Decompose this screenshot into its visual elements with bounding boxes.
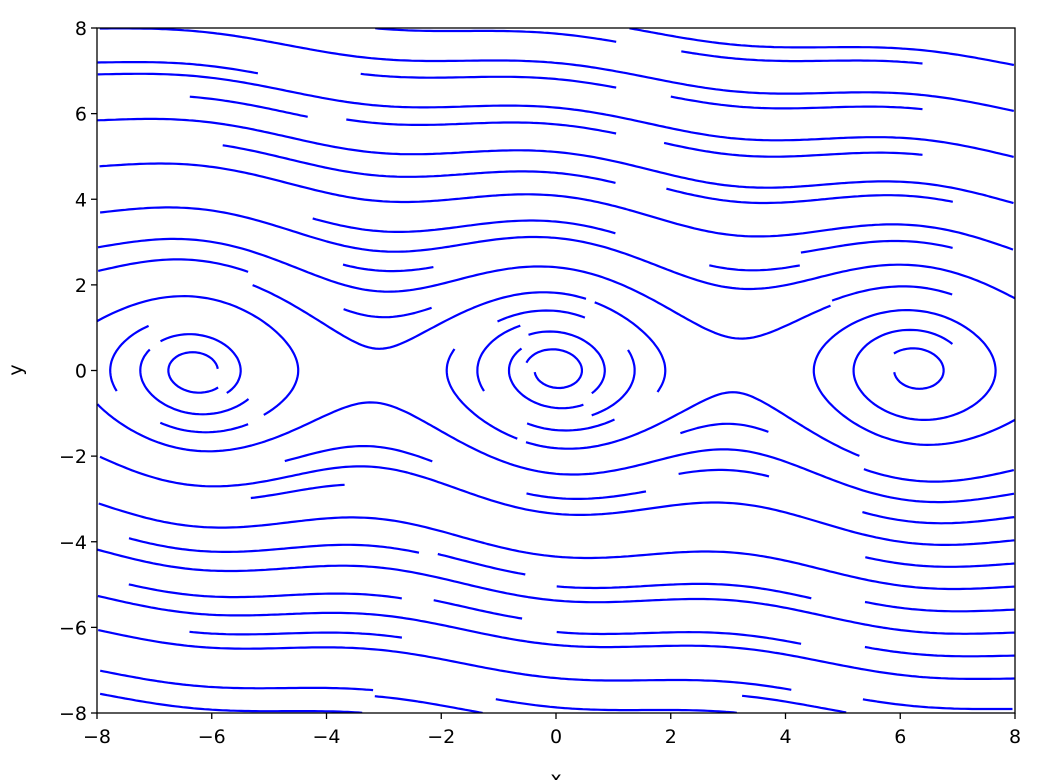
streamline bbox=[342, 263, 434, 273]
streamline bbox=[528, 330, 606, 395]
streamline bbox=[629, 28, 1015, 67]
streamline bbox=[97, 61, 259, 75]
streamline bbox=[433, 599, 523, 620]
streamline bbox=[681, 50, 923, 65]
streamline bbox=[495, 698, 737, 713]
streamline bbox=[525, 391, 860, 457]
y-tick-label: 8 bbox=[75, 18, 87, 40]
streamline bbox=[678, 468, 770, 478]
streamline bbox=[445, 348, 518, 440]
y-axis-label: y bbox=[5, 364, 27, 375]
streamline bbox=[741, 694, 847, 713]
y-tick-label: 0 bbox=[75, 361, 87, 383]
streamline bbox=[497, 309, 586, 323]
streamline bbox=[97, 237, 831, 340]
streamline bbox=[97, 258, 249, 273]
streamline bbox=[99, 206, 1015, 300]
y-tick-label: 4 bbox=[75, 189, 87, 211]
streamline bbox=[312, 217, 616, 235]
x-tick-label: 0 bbox=[550, 726, 562, 748]
streamline bbox=[831, 285, 953, 302]
streamline bbox=[99, 455, 1015, 546]
y-tick-label: 6 bbox=[75, 104, 87, 126]
streamline bbox=[189, 95, 308, 118]
x-axis: −8 −6 −4 −2 0 2 4 6 8 bbox=[83, 713, 1021, 748]
streamline bbox=[97, 401, 1015, 504]
streamline bbox=[526, 418, 615, 432]
streamline bbox=[97, 548, 1015, 635]
y-axis: −8 −6 −4 −2 0 2 4 6 8 bbox=[59, 18, 97, 725]
streamline bbox=[375, 28, 617, 43]
streamline bbox=[222, 144, 616, 184]
streamline bbox=[663, 141, 923, 158]
y-tick-label: −2 bbox=[59, 446, 87, 468]
streamline bbox=[360, 72, 617, 89]
streamline bbox=[128, 537, 420, 554]
x-axis-label: x bbox=[550, 768, 561, 780]
streamline bbox=[864, 600, 1015, 613]
streamline bbox=[97, 295, 300, 416]
streamline bbox=[526, 490, 647, 500]
streamline bbox=[670, 95, 923, 111]
streamline bbox=[252, 284, 587, 350]
streamline bbox=[476, 324, 521, 392]
streamline bbox=[159, 421, 249, 434]
streamline bbox=[862, 511, 1015, 525]
streamline bbox=[97, 629, 792, 691]
y-tick-label: −6 bbox=[59, 617, 87, 639]
streamline bbox=[556, 582, 812, 600]
streamline bbox=[437, 552, 526, 576]
streamline bbox=[525, 348, 583, 390]
streamline bbox=[862, 698, 1013, 711]
streamline bbox=[99, 692, 363, 713]
x-tick-label: −8 bbox=[83, 726, 111, 748]
streamline bbox=[591, 349, 636, 417]
streamline bbox=[97, 594, 1015, 680]
y-tick-label: 2 bbox=[75, 275, 87, 297]
x-tick-label: −2 bbox=[427, 726, 455, 748]
streamline bbox=[343, 306, 432, 319]
streamline bbox=[374, 695, 483, 713]
streamline bbox=[99, 162, 1014, 251]
streamline bbox=[98, 502, 1015, 591]
streamline bbox=[167, 351, 219, 394]
streamlines bbox=[97, 28, 1015, 713]
streamline bbox=[893, 347, 945, 390]
y-tick-label: −4 bbox=[59, 532, 87, 554]
streamline bbox=[556, 630, 802, 645]
streamline bbox=[507, 347, 584, 410]
streamline bbox=[680, 422, 769, 435]
streamline bbox=[99, 28, 1015, 112]
streamline bbox=[250, 483, 345, 500]
streamline bbox=[863, 468, 1015, 483]
streamline bbox=[800, 239, 953, 254]
x-tick-label: −6 bbox=[198, 726, 226, 748]
streamline bbox=[109, 324, 150, 392]
streamline bbox=[864, 645, 1015, 658]
streamline bbox=[709, 264, 800, 272]
x-tick-label: 6 bbox=[894, 726, 906, 748]
streamline bbox=[160, 333, 242, 394]
streamline bbox=[99, 669, 374, 692]
streamline bbox=[97, 72, 1014, 158]
y-tick-label: −8 bbox=[59, 703, 87, 725]
x-tick-label: 2 bbox=[665, 726, 677, 748]
streamline bbox=[666, 187, 954, 205]
streamline bbox=[128, 583, 402, 600]
streamline bbox=[189, 630, 403, 639]
streamline bbox=[284, 445, 433, 463]
streamline bbox=[812, 309, 1015, 446]
streamline bbox=[97, 117, 1014, 205]
streamline bbox=[865, 556, 1015, 568]
x-tick-label: 4 bbox=[779, 726, 791, 748]
streamline bbox=[594, 301, 667, 393]
plot-frame bbox=[96, 27, 1016, 714]
streamline bbox=[139, 348, 250, 416]
x-tick-label: 8 bbox=[1009, 726, 1021, 748]
x-tick-label: −4 bbox=[312, 726, 340, 748]
streamline bbox=[346, 118, 617, 135]
